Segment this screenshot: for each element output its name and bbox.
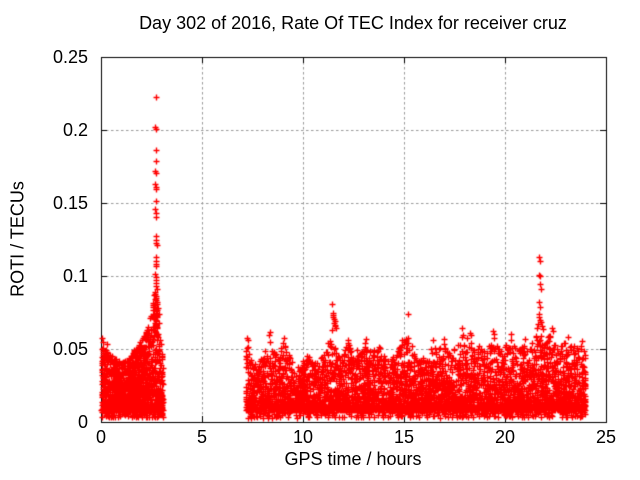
y-tick-label: 0.25: [52, 47, 88, 67]
y-tick-label: 0.2: [62, 120, 88, 140]
x-tick-label: 10: [292, 427, 314, 447]
x-tick-label: 25: [595, 427, 617, 447]
x-tick-label: 0: [95, 427, 107, 447]
x-tick-label: 20: [494, 427, 516, 447]
x-axis-label: GPS time / hours: [284, 449, 422, 469]
y-tick-label: 0.15: [52, 193, 88, 213]
y-tick-label: 0: [77, 412, 88, 432]
x-tick-label: 5: [196, 427, 208, 447]
y-tick-label: 0.05: [52, 339, 88, 359]
chart-title: Day 302 of 2016, Rate Of TEC Index for r…: [139, 13, 567, 33]
x-tick-label: 15: [393, 427, 415, 447]
y-tick-label: 0.1: [62, 266, 88, 286]
